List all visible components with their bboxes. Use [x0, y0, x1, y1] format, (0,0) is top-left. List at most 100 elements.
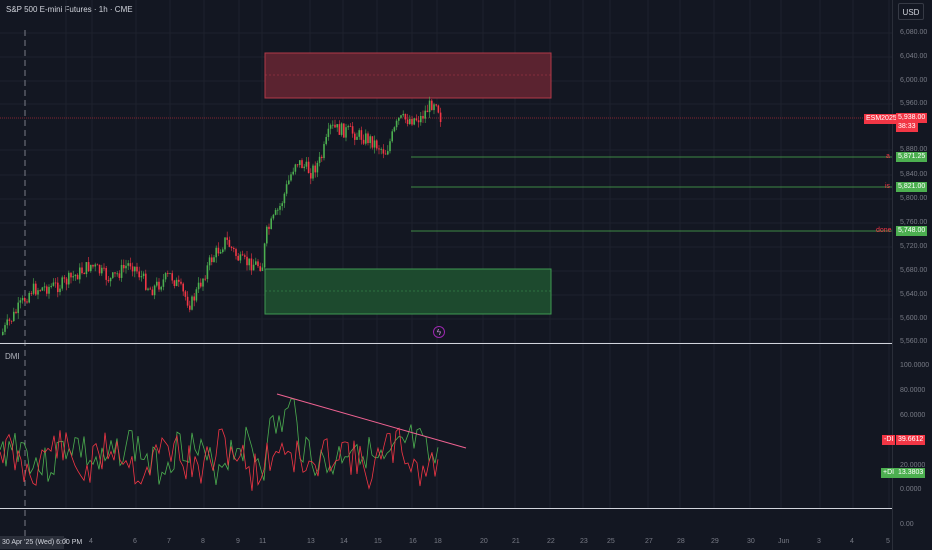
- candle-body: [2, 331, 4, 335]
- candle-body: [162, 279, 165, 287]
- candle-body: [239, 254, 242, 261]
- candle-body: [98, 264, 101, 274]
- candle-body: [76, 274, 79, 280]
- candle-body: [226, 237, 228, 240]
- candle-body: [415, 118, 418, 121]
- candle-body: [316, 162, 319, 173]
- countdown-tag: 38:33: [896, 122, 918, 132]
- candle-body: [195, 289, 198, 301]
- last-price-tag: 5,938.00: [896, 113, 928, 123]
- candle-body: [140, 276, 143, 278]
- candle-body: [202, 278, 204, 287]
- candle-body: [15, 311, 17, 314]
- candle-body: [323, 144, 325, 159]
- candle-body: [246, 256, 248, 266]
- candle-body: [274, 209, 277, 215]
- candle-body: [426, 110, 429, 113]
- candle-body: [171, 273, 173, 281]
- candle-body: [281, 203, 283, 207]
- candle-body: [268, 226, 270, 230]
- candle-body: [228, 239, 231, 247]
- candle-body: [420, 115, 422, 123]
- candle-body: [417, 120, 420, 123]
- candle-body: [189, 305, 191, 310]
- candle-body: [384, 153, 387, 155]
- candle-body: [373, 140, 376, 148]
- time-axis-label: 2: [63, 538, 67, 545]
- candle-body: [10, 320, 13, 322]
- dmi-axis-label: 0.0000: [900, 486, 922, 493]
- candle-body: [351, 126, 354, 134]
- candle-body: [94, 264, 96, 267]
- candle-body: [153, 285, 156, 296]
- candle-body: [184, 291, 187, 297]
- candle-body: [74, 274, 77, 277]
- price-axis-label: 6,040.00: [900, 53, 928, 60]
- minus-di-value: 39.6612: [896, 435, 926, 445]
- time-axis-label: 28: [677, 538, 685, 545]
- symbol-title[interactable]: S&P 500 E-mini Futures · 1h · CME: [6, 5, 133, 14]
- candle-body: [96, 264, 99, 266]
- candle-body: [345, 127, 347, 138]
- candle-body: [235, 249, 237, 256]
- plus-di-line: [0, 398, 439, 486]
- candle-body: [318, 156, 321, 163]
- candle-body: [395, 120, 398, 128]
- dmi-title[interactable]: DMI: [5, 352, 20, 361]
- candle-body: [369, 136, 371, 144]
- candle-body: [398, 117, 400, 121]
- candle-body: [101, 267, 103, 274]
- candle-body: [371, 136, 374, 148]
- time-axis[interactable]: 2 4 6 7 8 9 11 13 14 15 16 18 20 21 22 23 25 27 28 29 30 Jun 3…: [0, 536, 892, 550]
- dmi-axis-label: 60.0000: [900, 412, 926, 419]
- candle-body: [233, 247, 235, 250]
- price-axis-label: 6,000.00: [900, 77, 928, 84]
- candle-body: [147, 288, 149, 290]
- pane-separator[interactable]: [0, 343, 932, 344]
- candle-body: [63, 277, 66, 279]
- minus-di-line: [0, 427, 439, 491]
- level-label-a: a: [886, 153, 890, 160]
- pane-separator-bottom[interactable]: [0, 508, 932, 509]
- candle-body: [48, 286, 50, 294]
- candle-body: [241, 254, 244, 256]
- candle-body: [46, 286, 48, 294]
- candle-body: [283, 193, 286, 204]
- candle-body: [222, 249, 224, 253]
- candle-body: [215, 247, 217, 258]
- currency-selector[interactable]: USD: [898, 3, 924, 20]
- candle-body: [439, 112, 442, 123]
- candle-body: [433, 104, 435, 111]
- candle-body: [250, 258, 253, 271]
- candle-body: [65, 278, 68, 285]
- price-chart[interactable]: [0, 0, 892, 550]
- candle-body: [224, 237, 226, 250]
- time-axis-label: 18: [434, 538, 442, 545]
- candle-body: [90, 264, 92, 272]
- price-axis-label: 5,760.00: [900, 219, 928, 226]
- candle-body: [59, 288, 61, 293]
- lightning-icon[interactable]: ϟ: [433, 326, 445, 338]
- time-axis-label: 27: [645, 538, 653, 545]
- candle-body: [367, 133, 369, 144]
- time-axis-label: 16: [409, 538, 417, 545]
- candle-body: [365, 133, 367, 144]
- candle-body: [406, 119, 409, 124]
- candle-body: [431, 100, 433, 111]
- dmi-series: [0, 398, 439, 491]
- candle-body: [138, 271, 140, 278]
- candle-body: [382, 149, 385, 154]
- candle-body: [151, 289, 154, 296]
- candle-body: [79, 267, 81, 280]
- candle-body: [134, 266, 136, 272]
- candle-body: [103, 267, 105, 269]
- candle-body: [272, 214, 275, 219]
- candle-body: [72, 276, 74, 278]
- candle-body: [279, 206, 281, 210]
- price-axis[interactable]: [892, 0, 932, 550]
- candle-body: [21, 297, 24, 301]
- candle-body: [219, 252, 222, 254]
- candle-body: [85, 262, 88, 275]
- candle-body: [182, 283, 184, 292]
- candle-body: [211, 257, 213, 263]
